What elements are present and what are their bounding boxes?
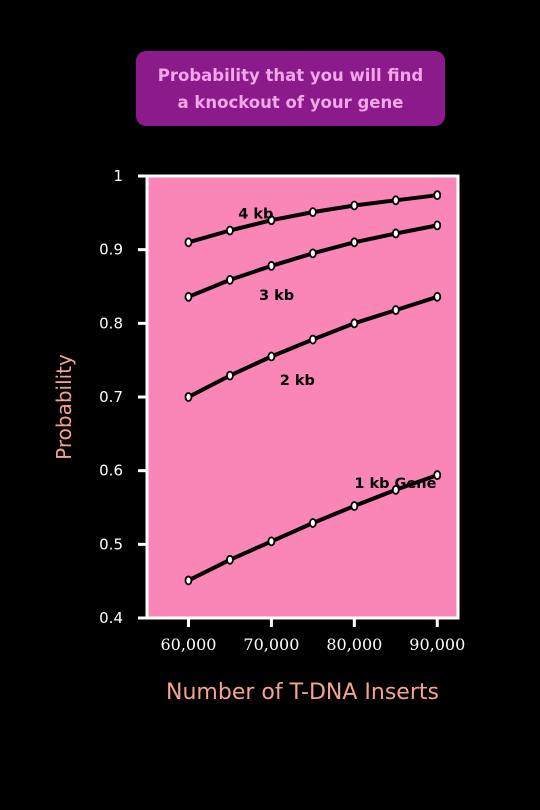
data-point: [184, 237, 193, 248]
x-tick-label: 60,000: [160, 635, 216, 654]
data-point: [391, 305, 400, 315]
data-point: [350, 200, 359, 211]
x-tick-label: 70,000: [243, 635, 299, 654]
data-point: [308, 334, 317, 345]
y-axis-label: Probability: [52, 354, 76, 460]
data-point: [433, 190, 442, 201]
y-tick-label: 0.8: [99, 314, 123, 332]
data-point: [350, 501, 359, 511]
chart-title-box: Probability that you will find a knockou…: [136, 51, 445, 126]
data-point: [267, 215, 276, 226]
plot-area: [145, 174, 460, 620]
series-label-1: 4 kb: [238, 206, 273, 222]
data-point: [226, 225, 234, 236]
data-point: [391, 484, 400, 495]
y-tick-label: 0.9: [99, 241, 123, 259]
x-axis-label: Number of T-DNA Inserts: [166, 680, 439, 705]
data-point: [433, 291, 442, 302]
series-label-3: 2 kb: [280, 373, 315, 389]
data-point: [308, 207, 317, 217]
y-tick-label: 0.7: [99, 388, 123, 406]
data-point: [226, 274, 234, 285]
chart-title-line-1: Probability that you will find: [157, 65, 424, 85]
data-point: [433, 470, 442, 480]
data-point: [308, 518, 317, 528]
data-point: [184, 291, 193, 302]
x-tick-label: 80,000: [326, 635, 382, 654]
data-point: [184, 575, 193, 586]
y-tick-label: 0.4: [99, 609, 123, 627]
data-point: [184, 392, 193, 402]
y-tick-label: 1: [113, 167, 123, 185]
data-point: [226, 554, 234, 565]
y-tick-label: 0.5: [99, 535, 123, 553]
data-point: [308, 248, 317, 259]
x-tick-label: 90,000: [409, 635, 465, 654]
chart-title-line-2: a knockout of your gene: [177, 92, 404, 112]
y-tick-label: 0.6: [99, 462, 123, 480]
series-label-2: 3 kb: [259, 288, 294, 304]
series-label-4: 1 kb Gene: [354, 476, 436, 492]
data-point: [267, 260, 276, 271]
data-point: [267, 536, 276, 547]
data-point: [350, 318, 359, 329]
data-point: [226, 370, 234, 381]
data-point: [350, 237, 359, 248]
data-point: [391, 228, 400, 239]
data-point: [267, 351, 276, 362]
data-point: [433, 220, 442, 231]
data-point: [391, 195, 400, 206]
